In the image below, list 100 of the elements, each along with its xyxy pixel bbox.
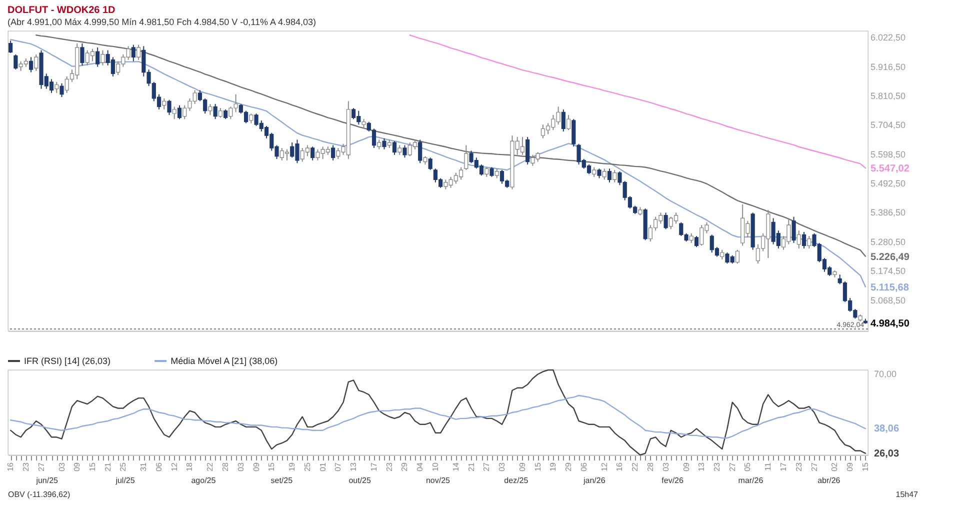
candlestick (526, 136, 530, 165)
x-tick-label: 07 (334, 462, 343, 472)
x-tick-label: 03 (661, 462, 670, 472)
y-tick-label: 5.226,49 (870, 252, 910, 263)
x-tick-label: 23 (21, 462, 30, 472)
candlestick (597, 168, 602, 179)
x-tick-label: 03 (236, 462, 246, 472)
candlestick (218, 108, 222, 118)
y-tick-label: 5.280,50 (870, 236, 906, 247)
text: abr/26 (818, 476, 841, 485)
text: ago/25 (191, 476, 216, 485)
y-tick-label: 5.916,50 (870, 62, 906, 72)
text: 15h47 (896, 490, 919, 499)
candlestick (561, 108, 566, 132)
candlestick (807, 236, 812, 249)
x-tick-label: 09 (252, 462, 261, 472)
candlestick (607, 168, 612, 183)
x-tick-label: 21 (103, 462, 112, 472)
text: jun/25 (35, 476, 59, 485)
x-tick-label: 02 (830, 462, 840, 472)
candlestick (96, 47, 100, 68)
text: 70,00 (874, 369, 897, 379)
candlestick (689, 232, 694, 244)
text: 38,06 (874, 424, 900, 435)
y-tick-label: 5.704,50 (870, 120, 906, 130)
x-tick-label: 13 (697, 462, 706, 472)
text: fev/26 (662, 476, 684, 485)
chart-subtitle: (Abr 4.991,00 Máx 4.999,50 Mín 4.981,50 Fch 4.984,50 V -0,11% A 4.984,03) (8, 17, 316, 27)
x-tick-label: 06 (154, 462, 164, 472)
y-tick-label: 6.022,50 (870, 32, 906, 43)
text: 26,03 (874, 448, 900, 460)
y-tick-label: 5.115,68 (870, 282, 910, 294)
candlestick (392, 140, 397, 156)
y-tick-label: 5.068,50 (870, 295, 906, 306)
candlestick (34, 54, 38, 72)
legend-label: Média Móvel A [21] (38,06) (170, 356, 278, 366)
x-tick-label: 09 (518, 462, 527, 472)
x-tick-label: 15 (860, 462, 870, 472)
y-tick-label: 5.547,02 (870, 164, 910, 175)
line-series (10, 38, 866, 288)
candlestick (136, 44, 141, 60)
x-tick-label: 27 (728, 462, 737, 472)
x-tick-label: 17 (779, 462, 788, 472)
y-tick-label: 5.386,50 (870, 208, 906, 218)
candlestick (249, 113, 254, 124)
candlestick (14, 54, 18, 70)
candlestick (802, 231, 806, 249)
x-tick-label: 01 (318, 462, 328, 472)
text: dez/25 (504, 476, 529, 485)
candlestick (694, 236, 699, 248)
candlestick (735, 249, 740, 264)
x-tick-label: 29 (564, 462, 574, 472)
line-series (409, 34, 866, 169)
candlestick (208, 103, 212, 116)
x-tick-label: 19 (548, 462, 558, 472)
candlestick (213, 103, 218, 120)
text: set/25 (270, 476, 294, 485)
candlestick (8, 40, 13, 54)
legend-label: IFR (RSI) [14] (26,03) (24, 356, 111, 366)
text: nov/25 (426, 476, 451, 485)
candlestick (131, 44, 136, 62)
candlestick (612, 169, 617, 183)
candlestick (602, 168, 606, 180)
x-tick-label: 13 (349, 462, 358, 472)
x-tick-label: 23 (384, 462, 394, 472)
x-tick-label: 05 (743, 462, 752, 472)
y-tick-label: 4.984,50 (870, 318, 910, 330)
candlestick (54, 81, 59, 94)
candlestick (490, 166, 494, 178)
y-tick-label: 5.174,50 (870, 266, 906, 276)
x-tick-label: 16 (6, 462, 16, 472)
chart-title: DOLFUT - WDOK26 1D (8, 5, 116, 16)
x-tick-label: 03 (497, 462, 506, 472)
x-tick-label: 03 (57, 462, 66, 472)
text: OBV (-11.396,62) (8, 490, 70, 499)
candlestick (382, 138, 386, 150)
x-tick-label: 25 (302, 462, 312, 472)
candlestick (177, 104, 182, 120)
text: out/25 (348, 476, 372, 485)
x-tick-label: 21 (466, 462, 476, 472)
x-tick-label: 18 (185, 462, 194, 472)
y-tick-label: 5.810,50 (870, 91, 906, 102)
candlestick (28, 56, 34, 73)
candlestick (162, 98, 166, 110)
candlestick (331, 144, 336, 161)
candlestick (100, 50, 105, 66)
candlestick (464, 144, 468, 170)
candlestick (310, 146, 315, 161)
candlestick (664, 212, 668, 230)
x-tick-label: 14 (451, 462, 460, 472)
text: jul/25 (114, 476, 136, 485)
x-tick-label: 15 (533, 462, 542, 472)
x-tick-label: 10 (430, 462, 440, 472)
candlestick (398, 144, 402, 156)
text: mar/26 (738, 476, 764, 485)
x-tick-label: 11 (764, 462, 773, 471)
candlestick (377, 139, 382, 150)
line-series (36, 34, 866, 257)
candlestick (572, 118, 576, 148)
candlestick (402, 144, 407, 158)
